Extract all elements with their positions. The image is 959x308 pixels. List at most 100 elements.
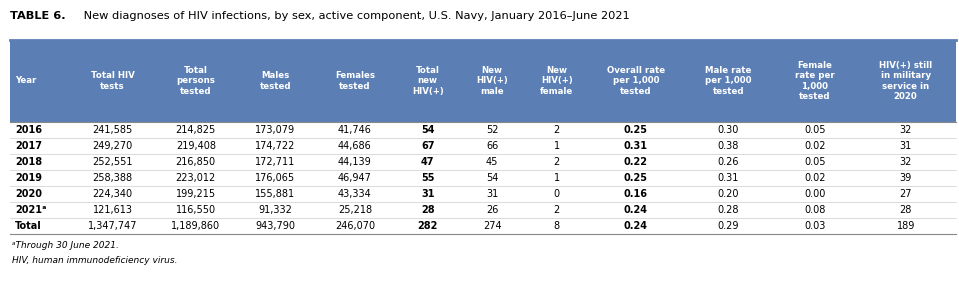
Text: 1: 1 <box>553 173 560 183</box>
Text: 0.31: 0.31 <box>623 141 647 151</box>
Text: 45: 45 <box>486 157 499 167</box>
Text: 216,850: 216,850 <box>175 157 216 167</box>
Text: 258,388: 258,388 <box>92 173 132 183</box>
Text: 0.02: 0.02 <box>804 173 826 183</box>
Text: 2: 2 <box>553 125 560 135</box>
Text: 28: 28 <box>421 205 434 215</box>
Text: 41,746: 41,746 <box>338 125 372 135</box>
Text: Male rate
per 1,000
tested: Male rate per 1,000 tested <box>705 66 752 96</box>
Text: 116,550: 116,550 <box>175 205 216 215</box>
Text: 274: 274 <box>483 221 502 231</box>
Text: 0.00: 0.00 <box>804 189 826 199</box>
Text: 66: 66 <box>486 141 499 151</box>
Text: 0.30: 0.30 <box>717 125 739 135</box>
Text: 223,012: 223,012 <box>175 173 216 183</box>
Text: 28: 28 <box>900 205 912 215</box>
Text: 31: 31 <box>421 189 434 199</box>
Text: 246,070: 246,070 <box>335 221 375 231</box>
Text: 0.24: 0.24 <box>623 221 647 231</box>
Text: 25,218: 25,218 <box>338 205 372 215</box>
Text: 2017: 2017 <box>15 141 42 151</box>
Text: 0.20: 0.20 <box>717 189 739 199</box>
Text: 2: 2 <box>553 157 560 167</box>
Text: 214,825: 214,825 <box>175 125 216 135</box>
Text: 224,340: 224,340 <box>92 189 132 199</box>
Text: 52: 52 <box>486 125 499 135</box>
Text: 174,722: 174,722 <box>255 141 295 151</box>
Text: Overall rate
per 1,000
tested: Overall rate per 1,000 tested <box>607 66 665 96</box>
Text: 2019: 2019 <box>15 173 42 183</box>
Text: 241,585: 241,585 <box>92 125 132 135</box>
Text: 0.38: 0.38 <box>717 141 739 151</box>
Text: Females
tested: Females tested <box>335 71 375 91</box>
Text: 0.05: 0.05 <box>804 157 826 167</box>
Text: 0.02: 0.02 <box>804 141 826 151</box>
Text: 1: 1 <box>553 141 560 151</box>
Text: HIV, human immunodeficiency virus.: HIV, human immunodeficiency virus. <box>12 256 178 265</box>
Text: New
HIV(+)
female: New HIV(+) female <box>540 66 573 96</box>
Text: Total
persons
tested: Total persons tested <box>176 66 215 96</box>
Text: 249,270: 249,270 <box>92 141 132 151</box>
Text: 2018: 2018 <box>15 157 42 167</box>
Text: Female
rate per
1,000
tested: Female rate per 1,000 tested <box>795 61 834 101</box>
Text: 282: 282 <box>417 221 438 231</box>
Text: 2016: 2016 <box>15 125 42 135</box>
Text: 31: 31 <box>900 141 912 151</box>
Text: 32: 32 <box>900 125 912 135</box>
Text: 0.31: 0.31 <box>717 173 739 183</box>
Text: 2021ᵃ: 2021ᵃ <box>15 205 47 215</box>
Text: 0.25: 0.25 <box>623 125 647 135</box>
Text: New diagnoses of HIV infections, by sex, active component, U.S. Navy, January 20: New diagnoses of HIV infections, by sex,… <box>80 11 629 21</box>
Text: 0.03: 0.03 <box>804 221 826 231</box>
Text: 46,947: 46,947 <box>338 173 372 183</box>
Text: ᵃThrough 30 June 2021.: ᵃThrough 30 June 2021. <box>12 241 119 250</box>
Text: 27: 27 <box>900 189 912 199</box>
Text: 47: 47 <box>421 157 434 167</box>
Text: 1,347,747: 1,347,747 <box>88 221 137 231</box>
Text: 8: 8 <box>553 221 560 231</box>
Text: 43,334: 43,334 <box>338 189 372 199</box>
Text: Year: Year <box>15 76 36 85</box>
Text: 54: 54 <box>421 125 434 135</box>
Text: 172,711: 172,711 <box>255 157 295 167</box>
Text: 121,613: 121,613 <box>93 205 132 215</box>
Text: Total HIV
tests: Total HIV tests <box>91 71 134 91</box>
Text: 943,790: 943,790 <box>255 221 295 231</box>
Text: 176,065: 176,065 <box>255 173 295 183</box>
Text: Males
tested: Males tested <box>260 71 292 91</box>
Text: 31: 31 <box>486 189 499 199</box>
Text: 39: 39 <box>900 173 912 183</box>
Text: 252,551: 252,551 <box>92 157 132 167</box>
Text: Total: Total <box>15 221 42 231</box>
Text: 189: 189 <box>897 221 915 231</box>
Text: New
HIV(+)
male: New HIV(+) male <box>477 66 508 96</box>
Text: TABLE 6.: TABLE 6. <box>10 11 65 21</box>
Text: 44,139: 44,139 <box>338 157 372 167</box>
Text: 0.25: 0.25 <box>623 173 647 183</box>
Text: 0.29: 0.29 <box>717 221 739 231</box>
Text: 0.22: 0.22 <box>623 157 647 167</box>
Text: 32: 32 <box>900 157 912 167</box>
Text: 155,881: 155,881 <box>255 189 295 199</box>
Text: 0.24: 0.24 <box>623 205 647 215</box>
Text: Total
new
HIV(+): Total new HIV(+) <box>411 66 444 96</box>
Text: 1,189,860: 1,189,860 <box>172 221 221 231</box>
Text: 0.26: 0.26 <box>717 157 739 167</box>
Text: 55: 55 <box>421 173 434 183</box>
Text: 0.08: 0.08 <box>804 205 826 215</box>
Text: 219,408: 219,408 <box>175 141 216 151</box>
Text: 91,332: 91,332 <box>258 205 292 215</box>
Text: 44,686: 44,686 <box>338 141 372 151</box>
Text: 26: 26 <box>486 205 499 215</box>
Text: 67: 67 <box>421 141 434 151</box>
Text: 0: 0 <box>553 189 560 199</box>
Text: 0.05: 0.05 <box>804 125 826 135</box>
Text: 2020: 2020 <box>15 189 42 199</box>
Text: HIV(+) still
in military
service in
2020: HIV(+) still in military service in 2020 <box>879 61 932 101</box>
Text: 199,215: 199,215 <box>175 189 216 199</box>
Text: 2: 2 <box>553 205 560 215</box>
Text: 0.16: 0.16 <box>623 189 647 199</box>
Text: 54: 54 <box>486 173 499 183</box>
Text: 173,079: 173,079 <box>255 125 295 135</box>
Bar <box>10 40 956 122</box>
